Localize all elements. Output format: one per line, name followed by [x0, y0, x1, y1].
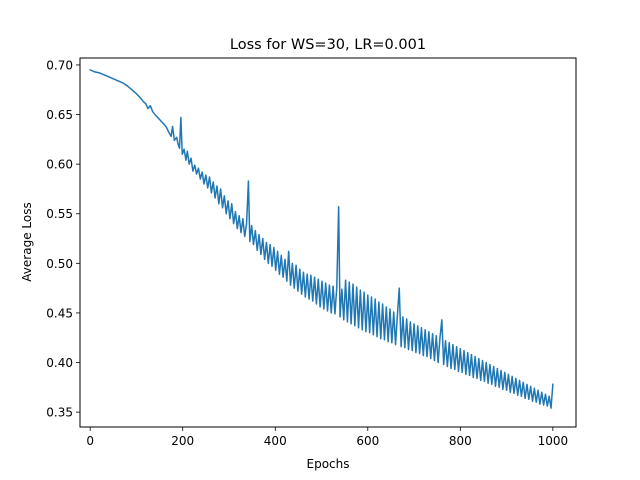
y-tick-label: 0.50 [46, 257, 73, 271]
x-tick-label: 600 [356, 434, 379, 448]
x-tick-label: 800 [449, 434, 472, 448]
plot-frame [79, 57, 577, 428]
x-axis-ticks: 0 200 400 600 800 1000 [86, 427, 568, 448]
plot-area [79, 57, 577, 428]
x-axis-label: Epochs [307, 457, 350, 471]
y-tick-label: 0.60 [46, 158, 73, 172]
y-axis-label: Average Loss [20, 202, 34, 281]
x-tick-label: 200 [171, 434, 194, 448]
y-tick-label: 0.55 [46, 207, 73, 221]
x-tick-label: 1000 [538, 434, 569, 448]
x-tick-label: 0 [86, 434, 94, 448]
loss-series-line [89, 68, 554, 409]
y-tick-label: 0.65 [46, 108, 73, 122]
plot-background [80, 58, 576, 427]
y-tick-label: 0.45 [46, 306, 73, 320]
y-tick-label: 0.35 [46, 406, 73, 420]
y-tick-label: 0.40 [46, 356, 73, 370]
chart-title: Loss for WS=30, LR=0.001 [230, 37, 426, 53]
y-tick-label: 0.70 [46, 58, 73, 72]
x-tick-label: 400 [264, 434, 287, 448]
y-axis-ticks: 0.35 0.40 0.45 0.50 0.55 0.60 0.65 0.70 [46, 58, 80, 420]
